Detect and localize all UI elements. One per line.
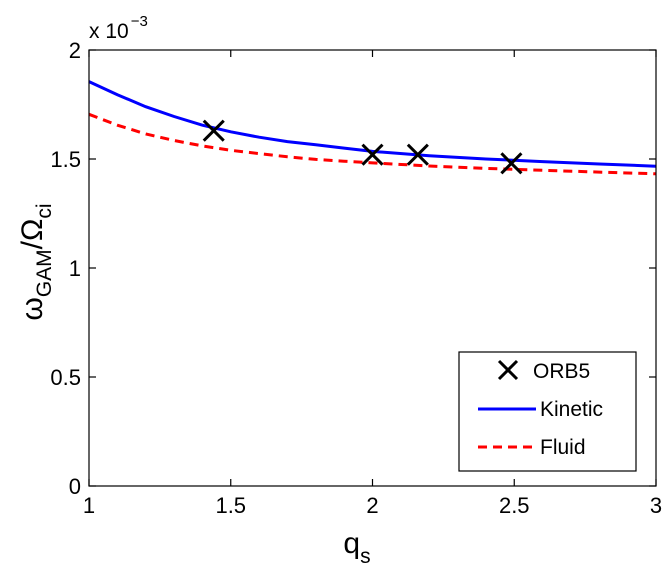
- series-layer: [88, 80, 657, 176]
- y-axis-label: ωGAM/Ωci: [16, 203, 56, 320]
- y-tick-label: 1.5: [50, 147, 81, 172]
- marker-orb5: [202, 119, 225, 142]
- marker-orb5: [361, 143, 384, 166]
- x-tick-label: 1.5: [215, 493, 246, 518]
- x-tick-label: 3: [650, 493, 662, 518]
- y-axis-label-slash: /: [16, 240, 49, 249]
- legend-label-orb5: ORB5: [533, 360, 590, 383]
- y-tick-label: 2: [69, 38, 81, 63]
- legend-item-orb5: ORB5: [497, 359, 590, 383]
- marker-orb5: [406, 143, 429, 166]
- legend-marker-orb5-b: [497, 359, 519, 381]
- x-axis-label: qs: [343, 527, 370, 566]
- x-axis-label-sub: s: [360, 545, 371, 566]
- y-tick-label: 1: [69, 256, 81, 281]
- x-tick-label: 1: [83, 493, 95, 518]
- marker-orb5: [500, 152, 523, 175]
- y-axis-label-Omega-sub: ci: [33, 203, 56, 218]
- legend-box: [458, 351, 637, 472]
- y-tick-label: 0: [69, 474, 81, 499]
- x-tick-label: 2.5: [499, 493, 530, 518]
- legend-item-kinetic: Kinetic: [478, 398, 603, 421]
- x-axis-label-main: q: [343, 527, 360, 560]
- y-multiplier: x 10 −3: [89, 13, 148, 43]
- legend-item-fluid: Fluid: [478, 436, 586, 459]
- x-tick-label: 2: [366, 493, 378, 518]
- ticks-layer: 1 1.5 2 2.5 3 0 0.5 1 1.5 2: [50, 38, 662, 518]
- y-tick-label: 0.5: [50, 365, 81, 390]
- legend-label-kinetic: Kinetic: [540, 398, 603, 421]
- y-axis-label-Omega: Ω: [16, 219, 49, 241]
- series-line-fluid: [88, 112, 657, 176]
- y-axis-label-omega-sub: GAM: [33, 249, 56, 297]
- legend: ORB5 Kinetic Fluid: [458, 351, 637, 472]
- y-axis-label-omega: ω: [16, 297, 49, 320]
- legend-label-fluid: Fluid: [540, 436, 586, 459]
